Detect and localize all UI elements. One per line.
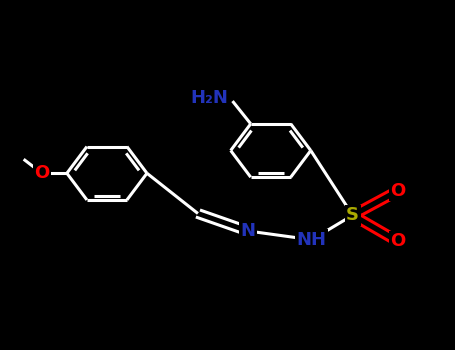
Text: O: O	[390, 182, 406, 200]
Text: O: O	[34, 164, 50, 182]
Text: O: O	[390, 232, 406, 251]
Text: NH: NH	[297, 231, 327, 249]
Text: N: N	[241, 222, 255, 240]
Text: H₂N: H₂N	[190, 89, 228, 107]
Text: S: S	[346, 206, 359, 224]
